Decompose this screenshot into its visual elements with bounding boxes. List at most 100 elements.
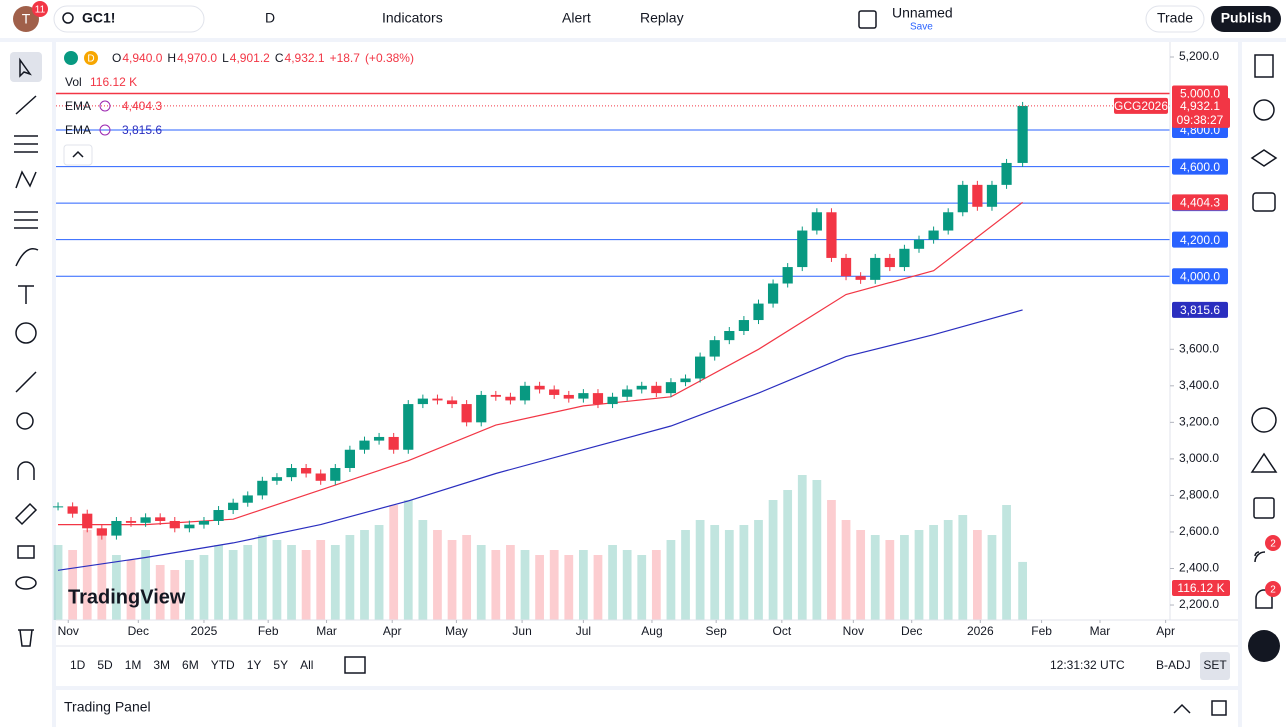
range-button[interactable]: 1Y (247, 658, 262, 672)
range-button[interactable]: 3M (153, 658, 170, 672)
range-button[interactable]: 1M (125, 658, 142, 672)
candle (870, 257, 881, 280)
publish: Publish (1221, 10, 1272, 26)
symbol-search[interactable] (53, 5, 205, 33)
range-button[interactable]: YTD (211, 658, 235, 672)
candle (111, 520, 122, 536)
ema-axis-label: 3,815.6 (1180, 303, 1220, 317)
volume-bar (564, 555, 574, 620)
ema-icon (99, 100, 111, 112)
x-tick-label: Sep (705, 624, 727, 638)
price-label: 4,200.0 (1180, 233, 1220, 247)
layout-name[interactable]: Unnamed (892, 5, 953, 21)
avatar[interactable] (13, 6, 39, 32)
range-button[interactable]: 6M (182, 658, 199, 672)
price-label-box (1172, 85, 1228, 102)
candle (636, 385, 647, 390)
countdown: 09:38:27 (1177, 113, 1224, 127)
indicators[interactable]: Indicators (382, 10, 443, 26)
volume-bar (476, 545, 486, 620)
vol-value: 116.12 K (90, 75, 137, 89)
avatar-letter: T (22, 11, 31, 27)
legend-o-label: O (112, 51, 121, 65)
replay[interactable]: Replay (640, 10, 684, 26)
range-buttons: 1D 5D 1M 3M 6M YTD 1Y 5Y All (70, 658, 313, 672)
volume-bar (345, 535, 355, 620)
y-tick-label: 3,200.0 (1179, 415, 1219, 429)
volume-bar (622, 550, 632, 620)
volume-bar (608, 545, 617, 620)
x-tick-label: Apr (383, 624, 402, 638)
volume-bar (82, 530, 92, 620)
candle (797, 230, 808, 268)
volume-bar (1018, 561, 1027, 620)
ema-label: EMA (65, 99, 91, 113)
left-toolbar (0, 42, 52, 727)
candle (82, 513, 93, 529)
adjustment[interactable]: B-ADJ (1156, 658, 1191, 672)
price-label-box (1172, 158, 1228, 175)
y-tick-label: 3,600.0 (1179, 341, 1219, 355)
candle (709, 340, 720, 357)
trade-button[interactable] (1145, 5, 1205, 33)
volume-bar (214, 545, 223, 620)
collapse-legend[interactable] (63, 144, 93, 166)
x-tick-label: Mar (316, 624, 337, 638)
maximize[interactable] (1211, 700, 1227, 716)
price-label: 4,600.0 (1180, 160, 1220, 174)
layout-icon (858, 10, 877, 29)
session-button[interactable] (1200, 652, 1230, 680)
save[interactable]: Save (910, 22, 933, 33)
range-button[interactable]: 5D (97, 658, 113, 672)
volume-bar (97, 535, 107, 620)
volume-bar (330, 545, 340, 620)
candle (724, 331, 735, 341)
volume-bar (827, 500, 836, 620)
y-tick-label: 3,400.0 (1179, 378, 1219, 392)
y-tick-label: 2,400.0 (1179, 561, 1219, 575)
candle (271, 477, 283, 481)
candle (928, 230, 939, 240)
volume-bar (126, 560, 136, 620)
range-button[interactable]: All (300, 658, 313, 672)
legend-dot (64, 51, 78, 65)
calendar-icon[interactable] (344, 656, 366, 674)
symbol-box (1114, 97, 1168, 114)
panel-title: Trading Panel (64, 699, 151, 715)
expand[interactable] (1173, 703, 1191, 714)
price-label: 5,000.0 (1180, 87, 1220, 101)
range-button[interactable]: 5Y (273, 658, 288, 672)
candle (695, 356, 706, 379)
ema-value: 3,815.6 (122, 123, 162, 137)
legend-l-label: L (222, 51, 229, 65)
tool-icons (10, 52, 42, 647)
alert[interactable]: Alert (562, 10, 591, 26)
interval[interactable]: D (265, 10, 275, 26)
publish-button[interactable] (1211, 6, 1281, 32)
x-tick-label: May (445, 624, 468, 638)
candle (738, 320, 750, 332)
y-tick-label: 2,800.0 (1179, 488, 1219, 502)
legend-open: 4,940.0 (122, 51, 162, 65)
range-button[interactable]: 1D (70, 658, 86, 672)
volume-bar (754, 520, 763, 620)
volume-bar (885, 540, 895, 620)
price-label-box (1172, 268, 1228, 285)
y-tick-label: 3,000.0 (1179, 451, 1219, 465)
legend-high: 4,970.0 (177, 51, 217, 65)
volume-bar (287, 545, 296, 620)
y-tick-label: 2,600.0 (1179, 524, 1219, 538)
candle (373, 436, 385, 441)
volume-bar (666, 540, 676, 620)
price-label-box (1172, 231, 1228, 248)
candle (767, 283, 779, 304)
candle (563, 394, 574, 399)
top-bar (0, 0, 1286, 38)
candle (665, 382, 677, 394)
volume-bar (170, 570, 180, 620)
candle (972, 184, 983, 207)
session: SET (1203, 658, 1227, 672)
volume-bar (900, 535, 909, 620)
volume-bar (578, 550, 588, 620)
